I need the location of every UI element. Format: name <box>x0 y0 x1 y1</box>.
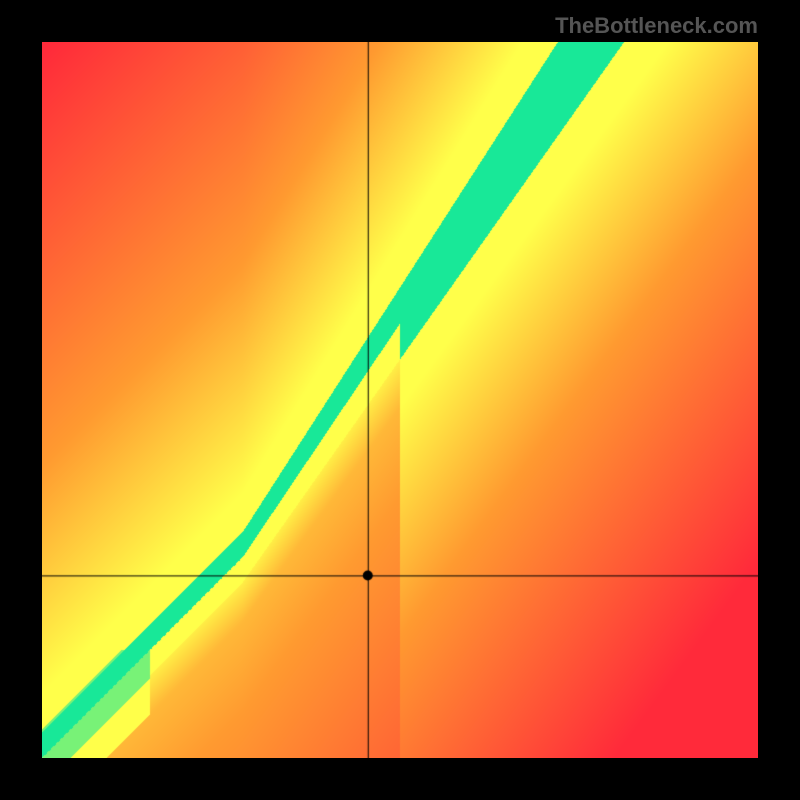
bottleneck-heatmap <box>42 42 758 758</box>
watermark-text: TheBottleneck.com <box>555 13 758 39</box>
chart-frame: TheBottleneck.com <box>0 0 800 800</box>
